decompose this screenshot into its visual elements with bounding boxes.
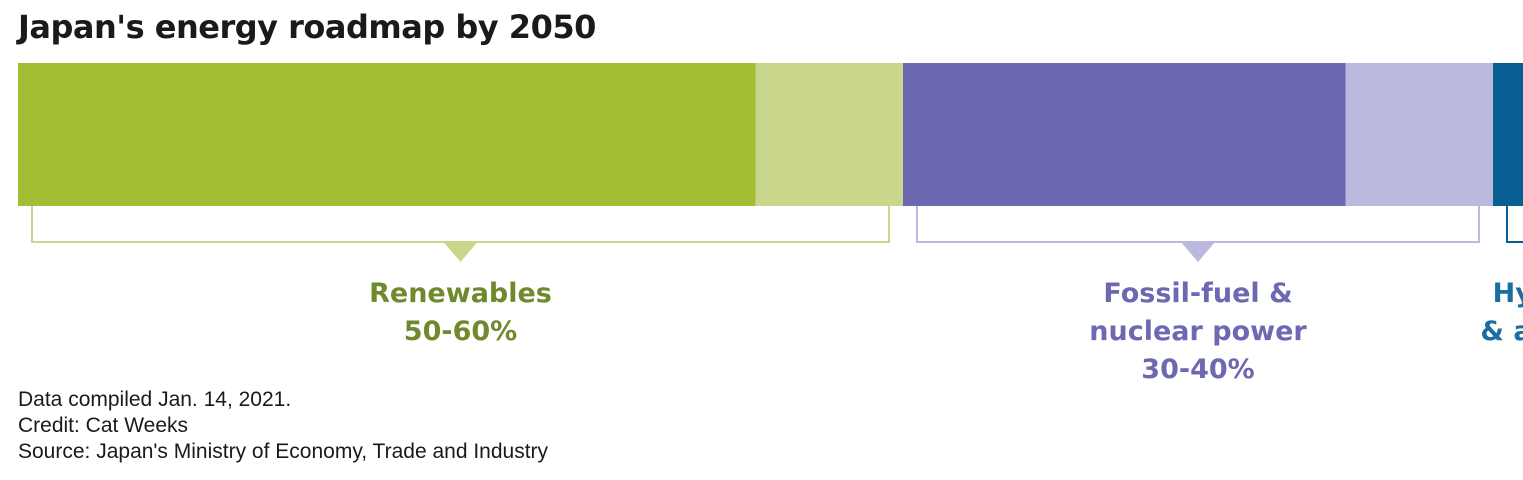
bracket-hydrogen-ammonia xyxy=(1506,206,1523,243)
data-label-renewables-line-2: 50-60% xyxy=(404,316,517,347)
bar-segment-renewables-min xyxy=(18,63,756,206)
stacked-bar-chart: Renewables 50-60% Fossil-fuel & nuclear pow… xyxy=(18,63,1523,385)
bracket-pointer-renewables xyxy=(443,242,478,262)
data-compiled-note: Data compiled Jan. 14, 2021. xyxy=(18,388,292,411)
data-label-fossil-fuel-nuclear-power-line-1: Fossil-fuel & xyxy=(1103,278,1292,309)
chart-title: Japan's energy roadmap by 2050 xyxy=(18,8,596,46)
bar-segment-fossil-fuel-nuclear-power-min xyxy=(903,63,1346,206)
data-label-hydrogen-ammonia-line-2: & ammonia xyxy=(1480,316,1523,347)
data-label-fossil-fuel-nuclear-power-line-3: 30-40% xyxy=(1141,354,1254,385)
bracket-pointer-fossil-fuel-nuclear-power xyxy=(1181,242,1215,262)
bar-segment-fossil-fuel-nuclear-power-range xyxy=(1345,63,1493,206)
bar-segment-renewables-range xyxy=(755,63,903,206)
data-label-hydrogen-ammonia-line-1: Hydrogen xyxy=(1493,278,1523,309)
source-note: Source: Japan's Ministry of Economy, Tra… xyxy=(18,440,549,463)
bracket-fossil-fuel-nuclear-power xyxy=(916,206,1480,243)
data-label-renewables-line-1: Renewables xyxy=(369,278,552,309)
data-label-fossil-fuel-nuclear-power-line-2: nuclear power xyxy=(1089,316,1307,347)
footnotes: Data compiled Jan. 14, 2021. Credit: Cat… xyxy=(18,387,548,465)
bar-segment-hydrogen-ammonia-min xyxy=(1493,63,1523,206)
bracket-renewables xyxy=(31,206,890,243)
credit-note: Credit: Cat Weeks xyxy=(18,414,188,437)
